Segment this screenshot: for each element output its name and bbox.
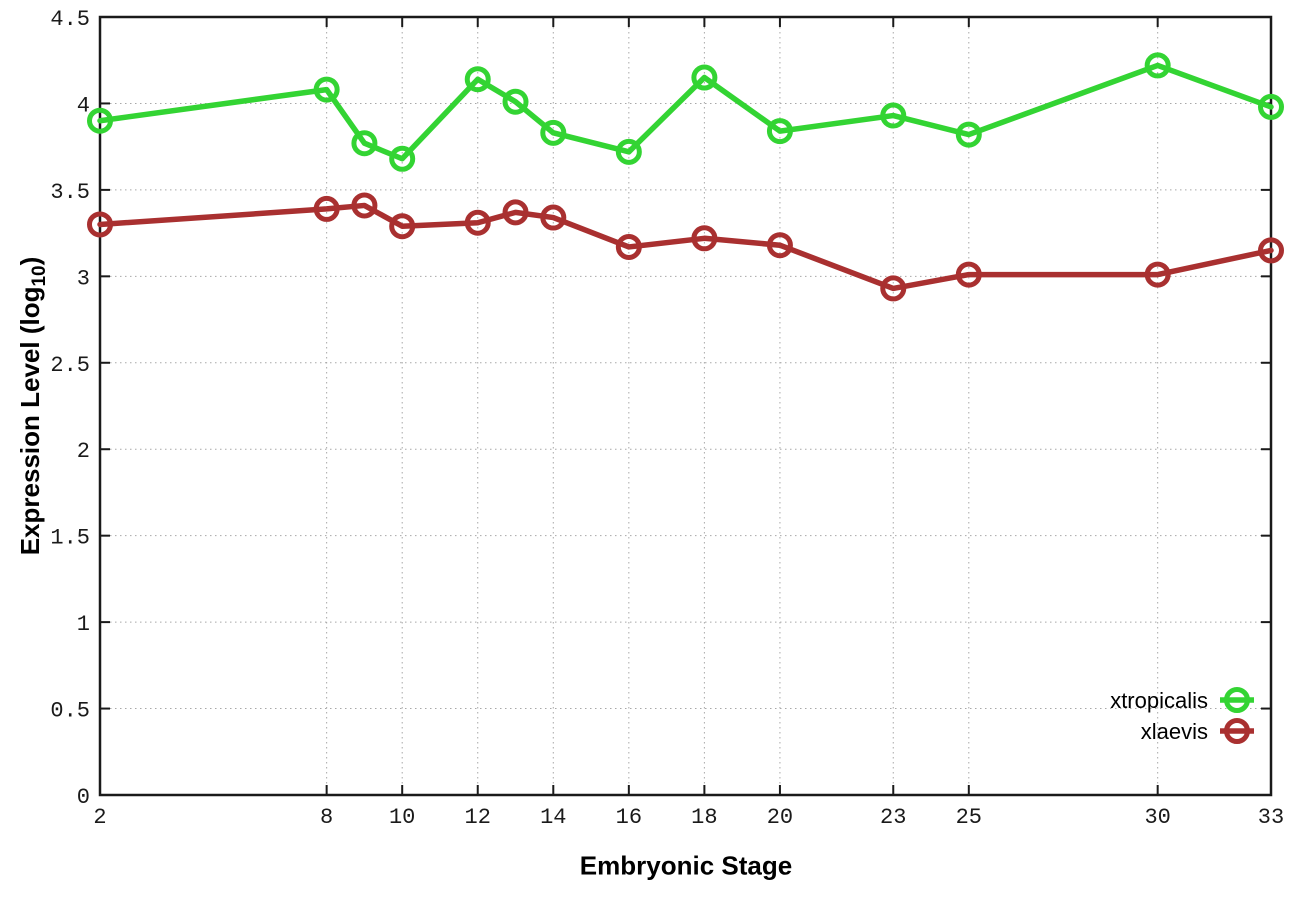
y-axis-title-text: Expression Level (log	[14, 286, 45, 556]
data-point-xtropicalis-stage-25	[955, 121, 982, 148]
y-tick-label: 4.5	[50, 7, 90, 32]
data-point-xtropicalis-stage-9	[351, 130, 378, 157]
x-tick-label: 12	[465, 805, 491, 830]
x-tick-label: 18	[691, 805, 717, 830]
plot-border	[98, 15, 1273, 797]
data-point-xtropicalis-stage-23	[880, 102, 907, 129]
data-point-xlaevis-stage-16	[615, 233, 642, 260]
data-point-xlaevis-stage-25	[955, 261, 982, 288]
data-point-xlaevis-stage-13	[502, 199, 529, 226]
data-point-xtropicalis-stage-2	[87, 107, 113, 134]
x-tick-label: 30	[1144, 805, 1170, 830]
data-point-xlaevis-stage-23	[880, 275, 907, 302]
data-point-xtropicalis-stage-16	[615, 138, 642, 165]
data-point-xlaevis-stage-10	[389, 213, 416, 240]
data-point-xtropicalis-stage-20	[766, 118, 793, 145]
x-tick-label: 16	[616, 805, 642, 830]
data-point-xtropicalis-stage-30	[1144, 52, 1171, 79]
y-axis-title-close: )	[14, 256, 45, 266]
data-point-xlaevis-stage-12	[464, 209, 491, 236]
x-axis-title: Embryonic Stage	[579, 850, 793, 881]
legend-label-xlaevis: xlaevis	[1141, 719, 1208, 744]
data-point-xlaevis-stage-8	[313, 195, 340, 222]
data-point-xlaevis-stage-33	[1258, 237, 1284, 264]
y-tick-label: 1	[77, 612, 90, 637]
y-tick-label: 2.5	[50, 353, 90, 378]
legend-sample-marker-xtropicalis	[1224, 687, 1250, 713]
y-tick-label: 0	[77, 785, 90, 810]
x-tick-label: 2	[93, 805, 106, 830]
data-point-xlaevis-stage-18	[691, 225, 718, 252]
data-point-xtropicalis-stage-8	[313, 76, 340, 103]
data-point-xtropicalis-stage-13	[502, 88, 529, 115]
legend-label-xtropicalis: xtropicalis	[1110, 688, 1208, 713]
data-point-xlaevis-stage-14	[540, 204, 567, 231]
y-tick-label: 3	[77, 266, 90, 291]
x-tick-label: 20	[767, 805, 793, 830]
x-tick-label: 14	[540, 805, 566, 830]
y-axis-title-subscript: 10	[29, 265, 51, 287]
x-tick-label: 10	[389, 805, 415, 830]
data-point-xlaevis-stage-20	[766, 232, 793, 259]
x-tick-label: 33	[1258, 805, 1284, 830]
x-tick-label: 8	[320, 805, 333, 830]
y-tick-label: 2	[77, 439, 90, 464]
data-point-xtropicalis-stage-10	[389, 145, 416, 172]
y-tick-label: 1.5	[50, 526, 90, 551]
data-point-xlaevis-stage-2	[87, 211, 113, 238]
x-tick-label: 23	[880, 805, 906, 830]
y-tick-label: 3.5	[50, 180, 90, 205]
data-point-xtropicalis-stage-33	[1258, 93, 1284, 120]
y-tick-label: 4	[77, 93, 90, 118]
y-tick-label: 0.5	[50, 699, 90, 724]
data-point-xlaevis-stage-30	[1144, 261, 1171, 288]
x-tick-label: 25	[956, 805, 982, 830]
y-axis-title: Expression Level (log10)	[15, 257, 51, 556]
data-point-xlaevis-stage-9	[351, 192, 378, 219]
data-point-xtropicalis-stage-12	[464, 66, 491, 93]
data-point-xtropicalis-stage-18	[691, 64, 718, 91]
legend-sample-marker-xlaevis	[1224, 718, 1250, 744]
series-line-xtropicalis	[97, 62, 1274, 162]
data-point-xtropicalis-stage-14	[540, 119, 567, 146]
